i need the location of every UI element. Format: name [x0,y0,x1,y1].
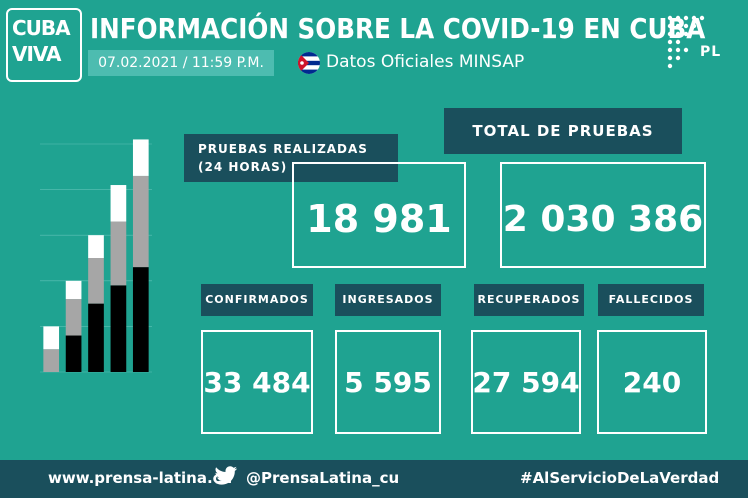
bar-segment-4-0 [132,267,149,372]
bar-segment-3-2 [110,185,127,222]
confirmed-value-box: 33 484 [201,330,313,434]
hashtag-label: #AlServicioDeLaVerdad [520,469,720,487]
tests-24h-label-line2: (24 HORAS) [198,160,288,174]
website-link[interactable]: www.prensa-latina.cu [48,469,233,487]
data-source-label: Datos Oficiales MINSAP [326,52,525,72]
bar-segment-0-1 [43,349,60,372]
bar-segment-2-2 [88,235,104,258]
deceased-value: 240 [622,365,682,399]
twitter-handle-link[interactable]: @PrensaLatina_cu [246,469,400,487]
twitter-bird-icon [214,466,238,485]
tests-24h-value-box: 18 981 [292,162,466,268]
tests-total-label: TOTAL DE PRUEBAS [444,108,682,154]
tests-24h-value: 18 981 [306,197,452,241]
bar-segment-4-2 [132,139,149,176]
bar-segment-0-2 [43,326,60,350]
confirmed-label: CONFIRMADOS [201,284,313,316]
bar-segment-2-0 [88,303,104,372]
bar-segment-3-0 [110,285,127,372]
prensa-latina-logo-icon [667,15,705,69]
recovered-value-box: 27 594 [471,330,581,434]
recovered-value: 27 594 [472,365,580,399]
tests-24h-label-line1: PRUEBAS REALIZADAS [198,142,368,156]
cuba-viva-logo [6,8,82,82]
stacked-bar-chart [40,139,152,373]
logo-text-line2: VIVA [12,42,62,66]
hospitalized-value-box: 5 595 [335,330,441,434]
footer-bar [0,460,748,498]
deceased-value-box: 240 [597,330,707,434]
tests-total-value-box: 2 030 386 [500,162,706,268]
bar-segment-2-1 [88,258,104,304]
bar-segment-1-2 [65,280,82,300]
bar-segment-3-1 [110,221,127,286]
hospitalized-label: INGRESADOS [335,284,441,316]
hospitalized-value: 5 595 [344,365,432,399]
tests-24h-label: PRUEBAS REALIZADAS (24 HORAS) [184,134,398,182]
tests-total-value: 2 030 386 [502,198,704,240]
deceased-label: FALLECIDOS [598,284,704,316]
logo-text-line1: CUBA [12,16,71,40]
bar-segment-1-1 [65,299,82,336]
bar-segment-1-0 [65,335,82,372]
confirmed-value: 33 484 [203,365,311,399]
bar-segment-4-1 [132,175,149,268]
date-time-badge: 07.02.2021 / 11:59 P.M. [88,50,274,76]
cuba-flag-icon [298,52,320,74]
page-title: INFORMACIÓN SOBRE LA COVID-19 EN CUBA [90,12,706,45]
agency-mark: PL [700,44,722,60]
recovered-label: RECUPERADOS [474,284,584,316]
